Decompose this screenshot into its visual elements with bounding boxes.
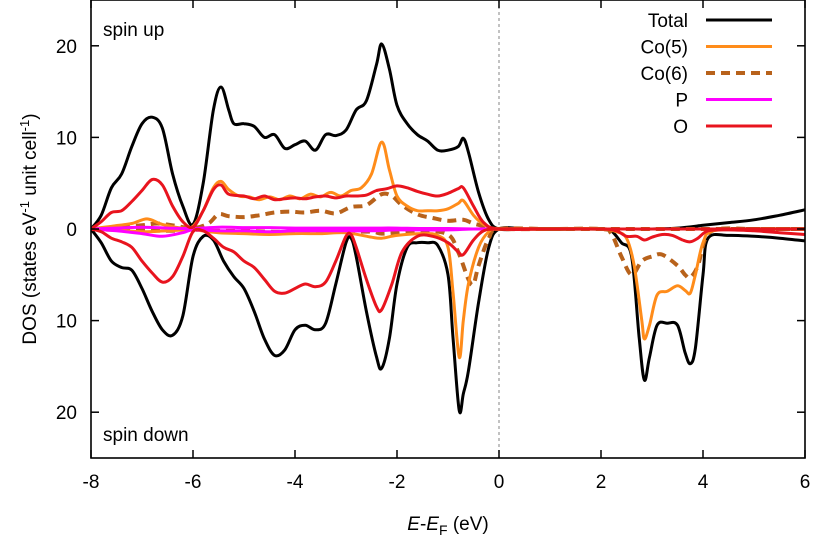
y-axis-label-sup1: -1 xyxy=(17,201,32,213)
legend-label: Co(6) xyxy=(640,64,688,85)
y-axis-label-sup2: -1 xyxy=(17,120,32,132)
series-total-up xyxy=(91,42,805,232)
y-tick-label: 10 xyxy=(56,312,77,333)
series-layer xyxy=(91,42,805,415)
y-tick-label: 0 xyxy=(66,220,77,241)
legend-label: O xyxy=(673,117,688,138)
y-tick-label: 20 xyxy=(56,37,77,58)
x-tick-label: 4 xyxy=(698,472,709,493)
legend-label: Co(5) xyxy=(640,38,688,59)
x-tick-label: -2 xyxy=(389,472,406,493)
x-tick-label: 2 xyxy=(596,472,607,493)
x-tick-label: 0 xyxy=(494,472,505,493)
ticks-layer: -8 -6 -4 -2 0 2 4 6 20 10 0 10 20 xyxy=(56,0,810,493)
y-axis-label-mid: unit cell xyxy=(20,131,41,201)
x-axis-label-sub: F xyxy=(439,522,448,538)
series-o-up xyxy=(91,177,805,231)
legend-label: Total xyxy=(648,11,688,32)
x-tick-label: 6 xyxy=(800,472,811,493)
spin-up-label: spin up xyxy=(103,20,164,41)
x-axis-label-dash: - xyxy=(420,514,426,535)
series-co5-down xyxy=(91,227,805,359)
series-co5-up xyxy=(91,140,805,231)
x-tick-label: -8 xyxy=(83,472,100,493)
x-axis-label: E-EF (eV) xyxy=(407,514,488,538)
x-axis-label-e2: E xyxy=(426,514,439,535)
y-tick-label: 10 xyxy=(56,128,77,149)
x-tick-label: -4 xyxy=(287,472,304,493)
x-tick-label: -6 xyxy=(185,472,202,493)
series-o-down xyxy=(91,227,805,314)
y-axis-label-end: ) xyxy=(20,113,41,119)
legend-label: P xyxy=(675,91,688,112)
x-axis-label-unit-text: (eV) xyxy=(453,514,489,535)
y-axis-label-main: DOS (states eV xyxy=(20,212,41,344)
y-axis-label: DOS (states eV-1 unit cell-1) xyxy=(17,113,41,344)
y-tick-label: 20 xyxy=(56,403,77,424)
spin-down-label: spin down xyxy=(103,425,189,446)
legend: Total Co(5) Co(6) PO xyxy=(640,11,772,138)
x-axis-label-e: E xyxy=(407,514,420,535)
